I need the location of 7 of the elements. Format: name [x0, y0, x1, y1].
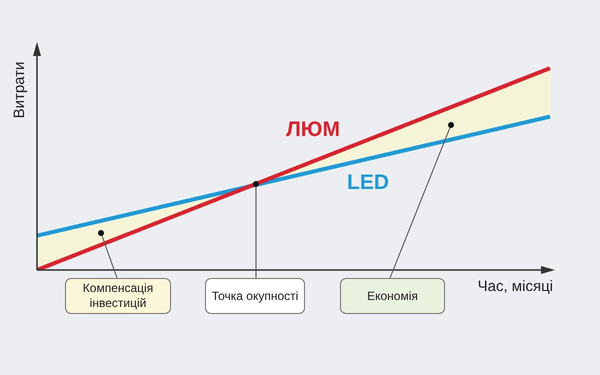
series-label: ЛЮМ — [286, 118, 340, 141]
series-label: LED — [347, 170, 389, 194]
text: Точка окупності — [205, 278, 305, 314]
text: Компенсація інвестицій — [65, 278, 171, 314]
text: Економія — [340, 278, 445, 314]
x-axis-title: Час, місяці — [478, 278, 553, 296]
y-axis-title: Витрати — [11, 62, 28, 118]
